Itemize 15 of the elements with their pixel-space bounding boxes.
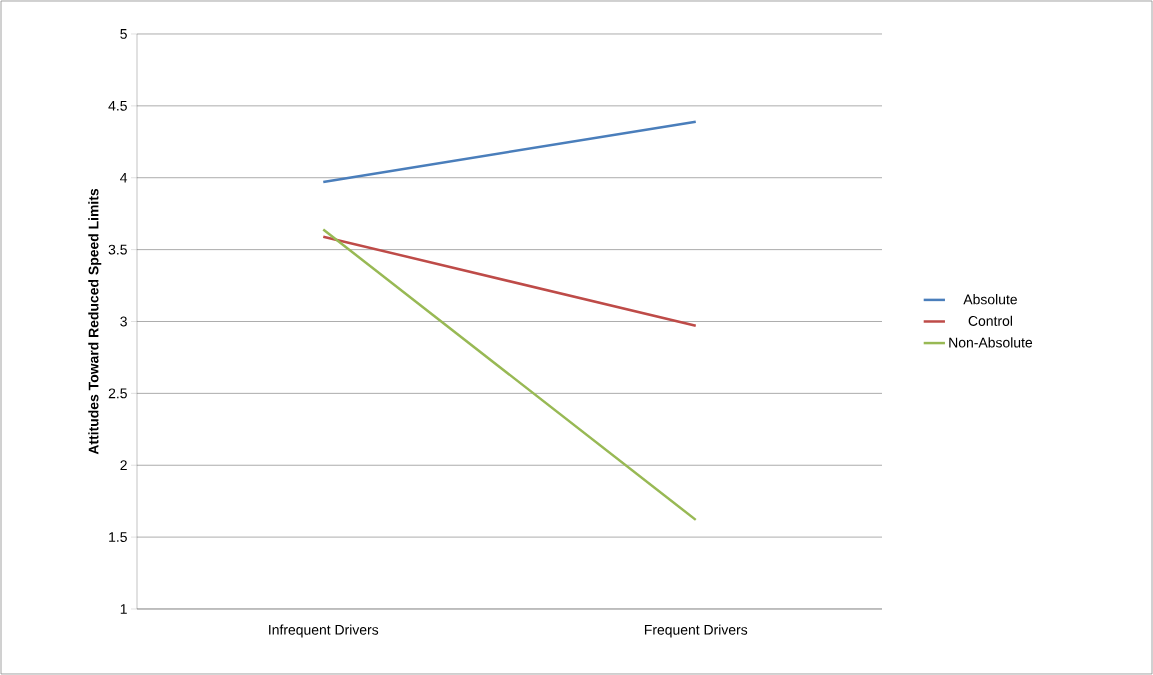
y-tick-label: 5 [120, 29, 127, 39]
y-tick-label: 3.5 [108, 244, 127, 255]
legend-label: Control [968, 315, 1012, 326]
y-axis-title: Attitudes Toward Reduced Speed Limits [88, 188, 102, 455]
y-tick-label: 2.5 [108, 388, 127, 399]
y-tick-label: 1 [120, 604, 127, 614]
y-tick-label: 1.5 [109, 532, 127, 542]
y-tick-label: 2 [120, 460, 127, 471]
x-tick-label: Infrequent Drivers [269, 624, 379, 638]
legend-label: Absolute [963, 294, 1017, 305]
x-tick-label: Frequent Drivers [644, 624, 748, 638]
y-tick-label: 4.5 [108, 101, 127, 111]
y-tick-label: 3 [120, 316, 127, 327]
y-tick-label: 4 [120, 172, 128, 183]
legend-label: Non-Absolute [949, 337, 1033, 348]
